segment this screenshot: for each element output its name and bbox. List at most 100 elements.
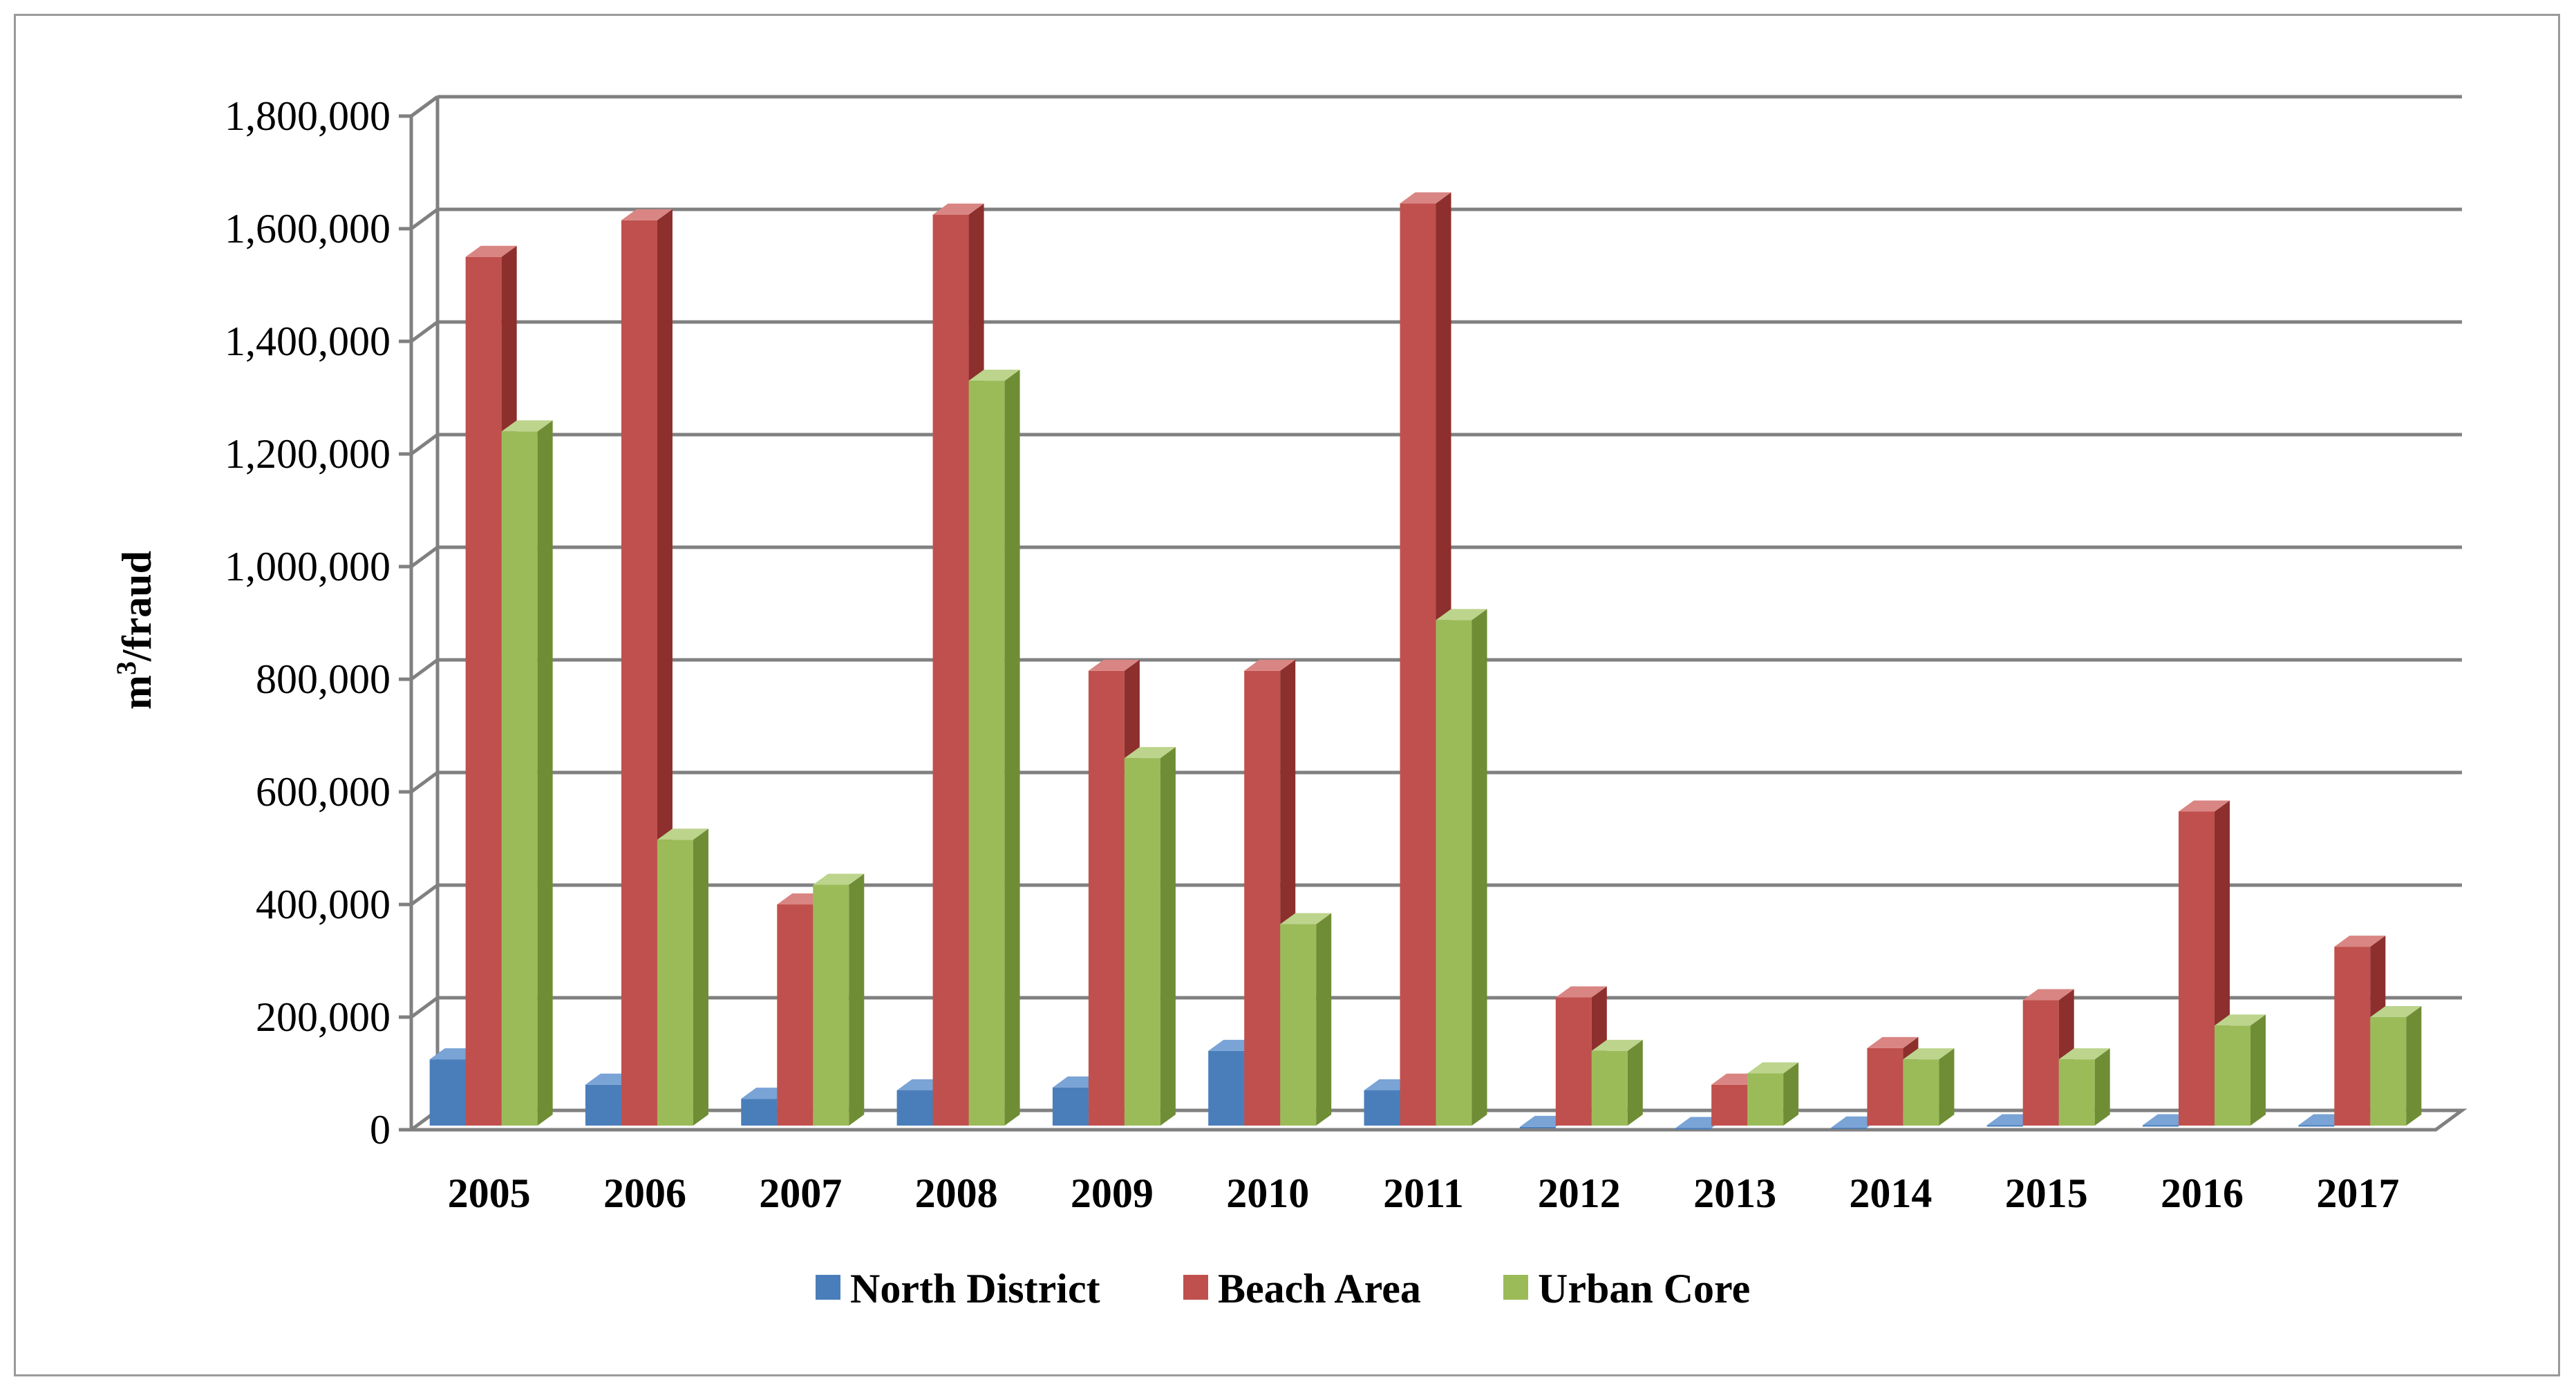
bar-front — [465, 256, 502, 1126]
bar-urban-core-2010 — [1280, 913, 1332, 1126]
bar-top — [1747, 1062, 1799, 1074]
x-tick-label-2005: 2005 — [448, 1171, 531, 1216]
bar-front — [1436, 620, 1472, 1126]
gridline-diagonal — [410, 883, 439, 907]
bar-top — [1088, 659, 1140, 671]
bar-top — [1436, 609, 1487, 620]
y-tick-label: 1,000,000 — [225, 544, 391, 589]
y-tick-label: 1,400,000 — [225, 319, 391, 364]
bar-top — [1903, 1048, 1955, 1060]
y-tick-label: 0 — [370, 1107, 391, 1153]
legend-swatch-north-district — [816, 1275, 840, 1300]
bar-front — [1867, 1048, 1903, 1126]
gridline-diagonal — [410, 320, 439, 343]
x-tick-label-2011: 2011 — [1383, 1171, 1464, 1216]
bar-top — [2058, 1048, 2110, 1060]
bar-urban-core-2008 — [968, 370, 1020, 1126]
bar-side — [1004, 370, 1020, 1126]
bar-front — [2215, 1025, 2251, 1126]
bar-front — [1519, 1126, 1556, 1128]
bar-side — [1627, 1039, 1643, 1126]
x-tick-label-2008: 2008 — [915, 1171, 998, 1216]
bar-front — [968, 381, 1005, 1126]
y-tick-label: 200,000 — [256, 994, 391, 1040]
legend-label-urban-core: Urban Core — [1538, 1266, 1750, 1311]
x-tick-label-2015: 2015 — [2005, 1171, 2088, 1216]
bar-side — [693, 828, 708, 1126]
bar-front — [429, 1059, 466, 1126]
bar-front — [1831, 1127, 1868, 1129]
y-tick-label: 600,000 — [256, 769, 391, 815]
bar-top — [932, 203, 984, 215]
y-tick-label: 400,000 — [256, 882, 391, 927]
gridline-diagonal — [410, 95, 439, 118]
bar-beach-area-2006 — [621, 209, 673, 1126]
gridline-diagonal — [410, 770, 439, 794]
y-axis-title: m3/fraud — [111, 551, 160, 710]
bar-top — [1400, 192, 1451, 204]
bar-top — [1591, 1039, 1643, 1051]
bar-top — [1555, 986, 1607, 998]
x-tick-label-2007: 2007 — [759, 1171, 842, 1216]
bar-top — [621, 209, 673, 220]
y-tick-label: 800,000 — [256, 656, 391, 702]
legend-swatch-beach-area — [1183, 1275, 1208, 1300]
bar-top — [2022, 989, 2074, 1001]
bar-top — [2215, 1014, 2266, 1026]
bar-urban-core-2016 — [2215, 1014, 2266, 1126]
bar-urban-core-2015 — [2058, 1048, 2110, 1126]
bar-side — [1783, 1062, 1799, 1126]
bar-front — [1052, 1087, 1089, 1126]
x-tick-label-2006: 2006 — [603, 1171, 686, 1216]
bar-front — [1747, 1073, 1784, 1126]
gridline-diagonal — [410, 996, 439, 1019]
legend-swatch-urban-core — [1503, 1275, 1528, 1300]
bar-front — [2334, 947, 2371, 1126]
bar-top — [1124, 747, 1176, 759]
bar-front — [2143, 1125, 2179, 1127]
bar-front — [1124, 758, 1160, 1126]
bar-beach-area-2012 — [1555, 986, 1607, 1126]
bar-urban-core-2013 — [1747, 1062, 1799, 1126]
bar-side — [1472, 609, 1487, 1126]
bar-side — [1160, 747, 1176, 1126]
bar-front — [1244, 670, 1281, 1126]
x-tick-label-2013: 2013 — [1693, 1171, 1776, 1216]
bar-top — [465, 245, 517, 257]
y-tick-label: 1,800,000 — [225, 93, 391, 139]
gridline-diagonal — [410, 207, 439, 231]
bar-front — [813, 884, 849, 1126]
x-tick-label-2017: 2017 — [2316, 1171, 2399, 1216]
bar-top — [1280, 913, 1332, 925]
bar-front — [777, 904, 814, 1126]
bar-top — [2370, 1006, 2422, 1017]
legend-label-beach-area: Beach Area — [1218, 1266, 1421, 1311]
bar-front — [1711, 1084, 1748, 1126]
bar-top — [2179, 800, 2230, 812]
bar-urban-core-2006 — [657, 828, 708, 1126]
gridline-diagonal — [410, 545, 439, 569]
bar-top — [501, 420, 553, 432]
x-tick-label-2016: 2016 — [2161, 1171, 2244, 1216]
gridline-diagonal — [410, 658, 439, 681]
bar-front — [1903, 1059, 1939, 1126]
bar-top — [657, 828, 708, 840]
legend-label-north-district: North District — [850, 1266, 1100, 1311]
bar-front — [2370, 1017, 2407, 1126]
y-axis-ticks: 0 200,000 400,000 600,000 800,000 1,000,000 1,… — [225, 93, 411, 1153]
bar-top — [968, 370, 1020, 381]
bar-front — [1088, 670, 1125, 1126]
bar-front — [932, 214, 969, 1126]
x-axis-labels: 2005 2006 2007 2008 2009 2010 2011 2012 2013 2014… — [448, 1171, 2400, 1216]
x-tick-label-2012: 2012 — [1538, 1171, 1621, 1216]
bar-urban-core-2005 — [501, 420, 553, 1126]
bar-top — [1244, 659, 1296, 671]
bar-side — [2094, 1048, 2110, 1126]
bar-front — [585, 1084, 621, 1126]
bar-front — [1208, 1050, 1245, 1126]
bar-urban-core-2012 — [1591, 1039, 1643, 1126]
bar-front — [1986, 1125, 2023, 1127]
bar-side — [2406, 1006, 2422, 1126]
bar-urban-core-2017 — [2370, 1006, 2422, 1126]
